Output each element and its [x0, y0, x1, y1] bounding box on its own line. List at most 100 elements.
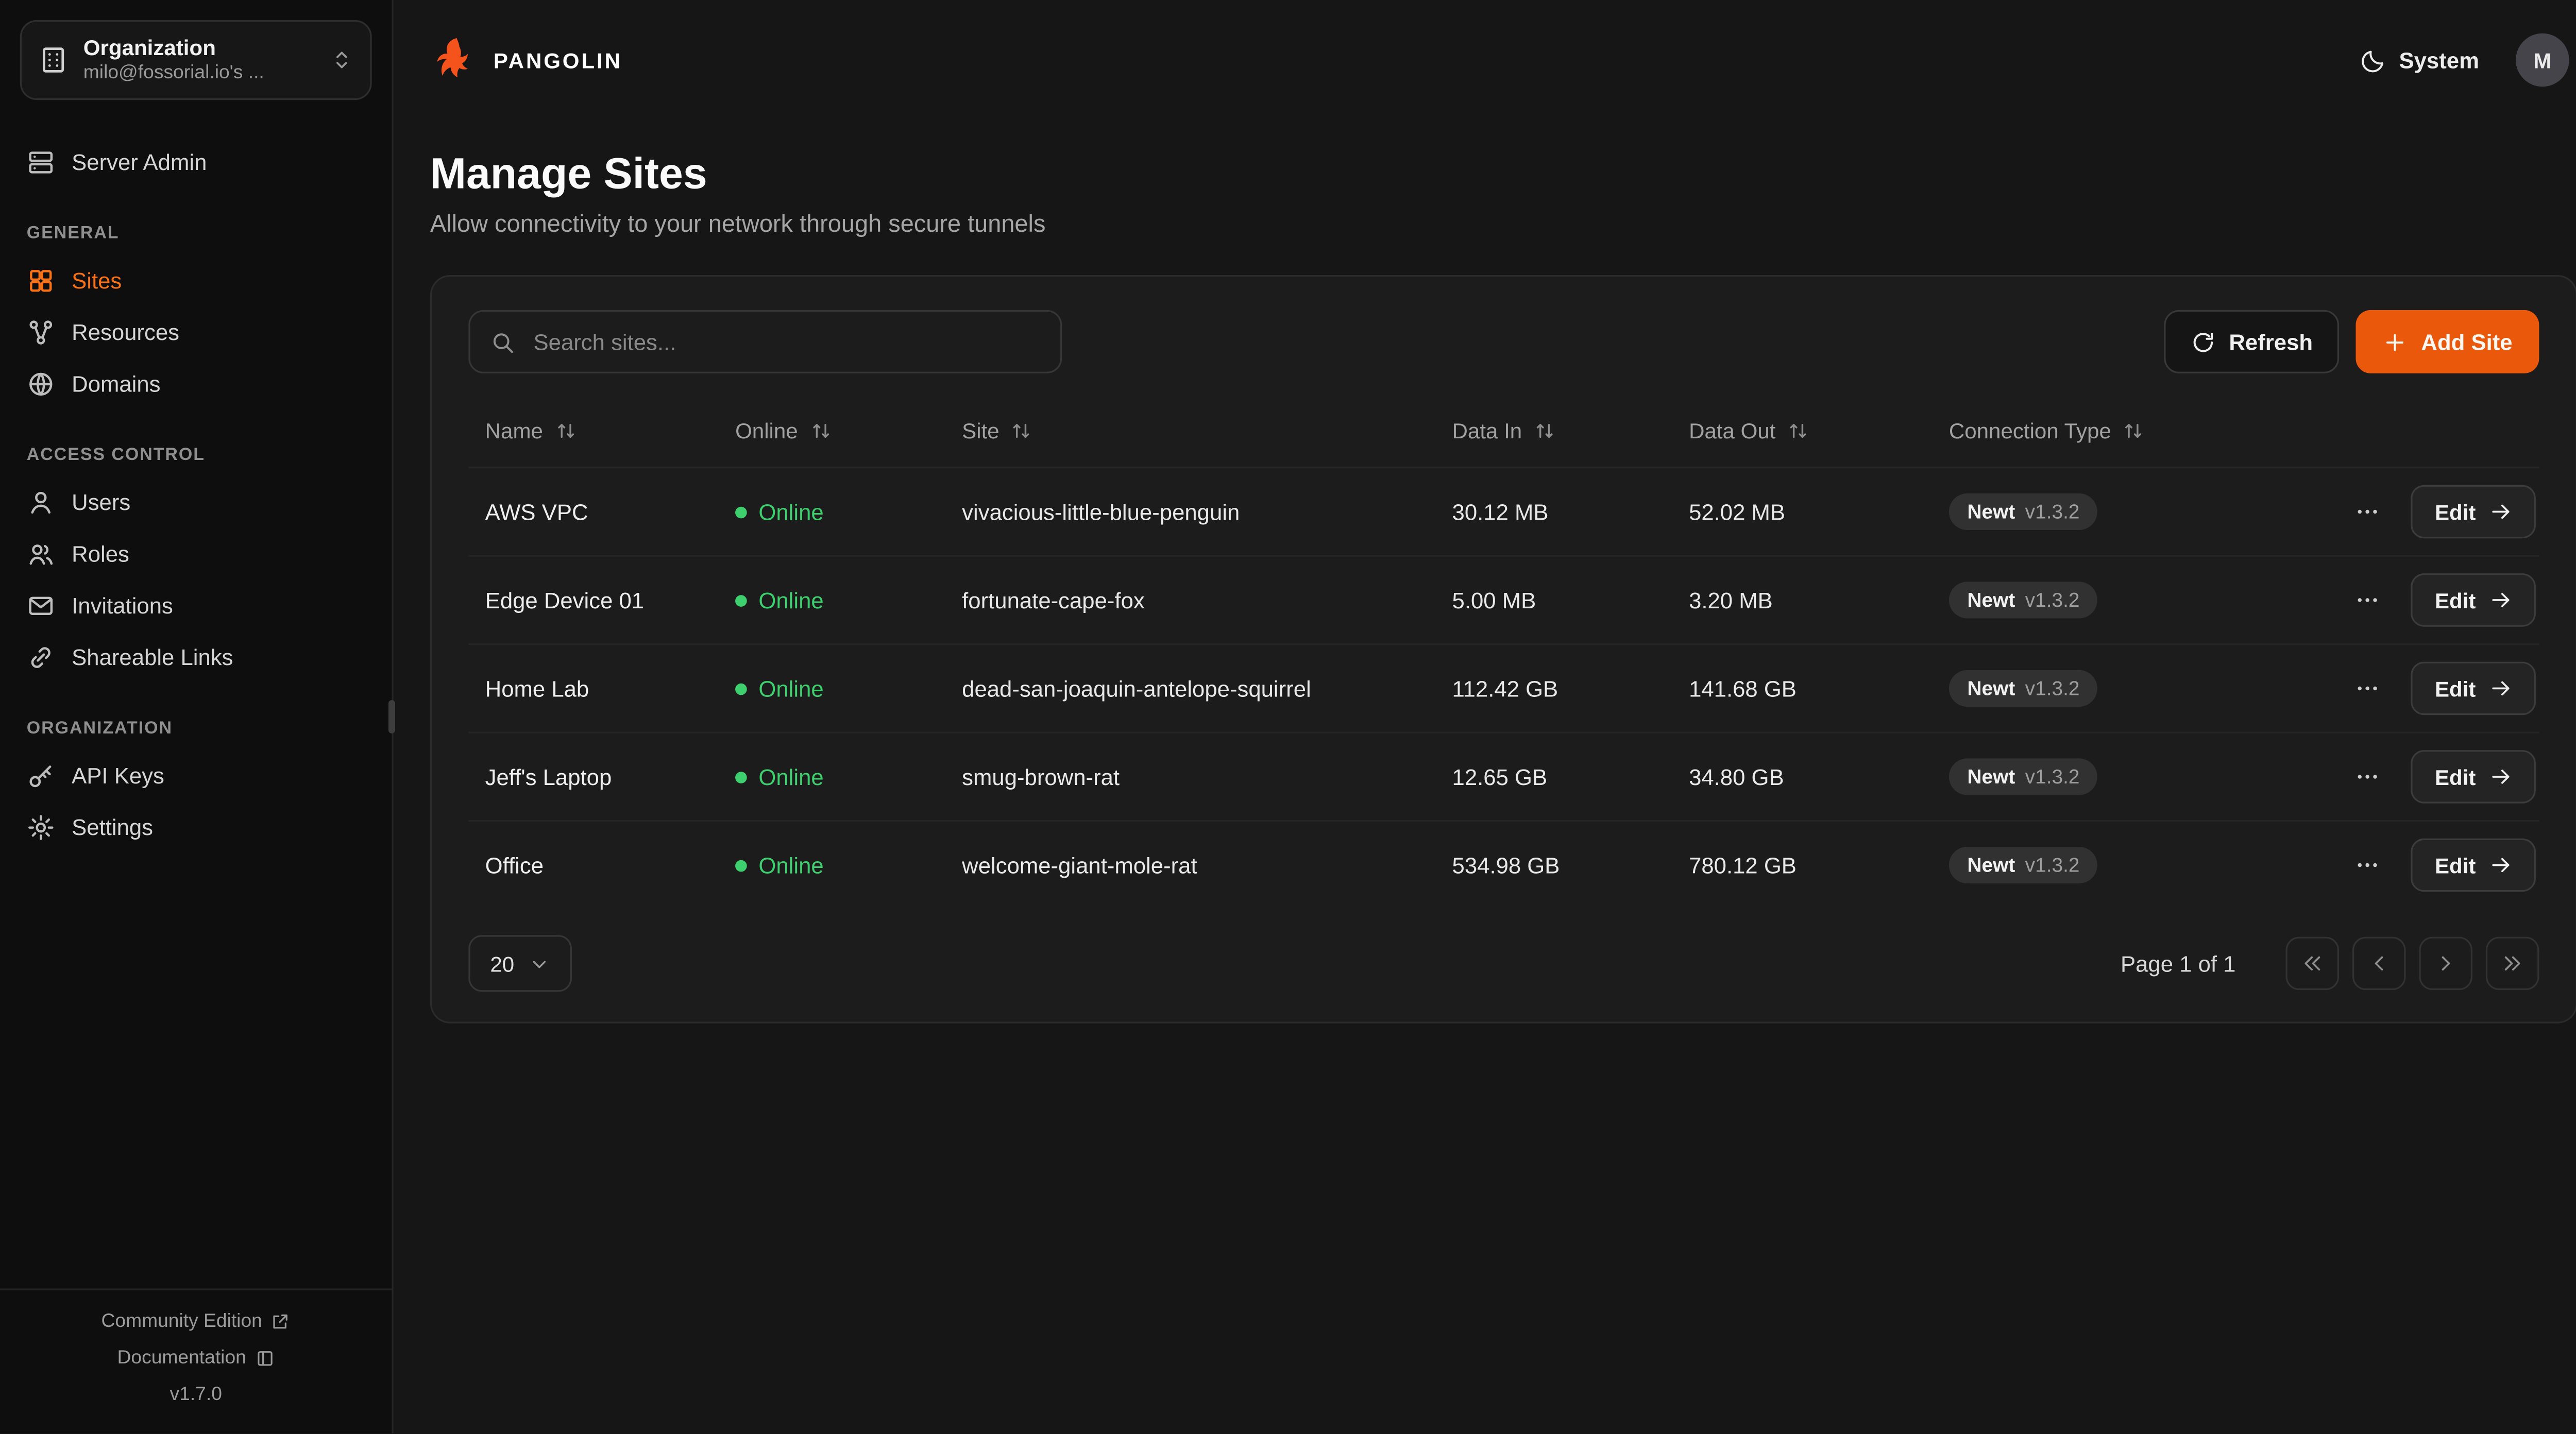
sort-icon[interactable]: [555, 419, 577, 441]
ellipsis-icon: [2355, 587, 2382, 613]
sidebar-item-api-keys[interactable]: API Keys: [27, 750, 365, 801]
data-in-value: 30.12 MB: [1452, 499, 1549, 524]
edit-button[interactable]: Edit: [2411, 573, 2536, 627]
edit-button[interactable]: Edit: [2411, 661, 2536, 715]
resources-icon: [27, 318, 55, 347]
site-name: AWS VPC: [485, 499, 588, 524]
shareable-links-icon: [27, 643, 55, 672]
column-header-connection-type[interactable]: Connection Type: [1933, 418, 2349, 442]
sidebar-item-domains[interactable]: Domains: [27, 358, 365, 410]
sidebar-item-users[interactable]: Users: [27, 476, 365, 528]
edit-button[interactable]: Edit: [2411, 485, 2536, 539]
row-menu-button[interactable]: [2351, 848, 2385, 882]
first-page-button[interactable]: [2285, 936, 2340, 991]
next-page-button[interactable]: [2419, 936, 2472, 991]
previous-page-button[interactable]: [2352, 936, 2406, 991]
arrow-right-icon: [2489, 853, 2512, 877]
theme-toggle[interactable]: System: [2361, 47, 2479, 73]
page-size-select[interactable]: 20: [468, 935, 573, 992]
ellipsis-icon: [2355, 763, 2382, 790]
edit-button[interactable]: Edit: [2411, 838, 2536, 892]
online-dot: [735, 860, 747, 872]
sidebar-resize-handle[interactable]: [388, 700, 395, 733]
last-page-button[interactable]: [2485, 936, 2539, 991]
data-out-value: 141.68 GB: [1689, 676, 1797, 701]
search-box: [468, 310, 1062, 373]
table-footer: 20 Page 1 of 1: [468, 935, 2539, 992]
sidebar-item-server-admin[interactable]: Server Admin: [27, 136, 365, 188]
row-menu-button[interactable]: [2351, 760, 2385, 794]
org-title: Organization: [83, 35, 216, 60]
page-content: Manage Sites Allow connectivity to your …: [394, 120, 2576, 1023]
refresh-icon: [2191, 329, 2216, 354]
sort-icon[interactable]: [1534, 419, 1555, 441]
sidebar-item-roles[interactable]: Roles: [27, 528, 365, 580]
data-out-value: 780.12 GB: [1689, 852, 1797, 878]
sort-icon[interactable]: [1787, 419, 1809, 441]
data-in-value: 112.42 GB: [1452, 676, 1558, 701]
pangolin-logo-icon: [430, 35, 480, 85]
sidebar-item-resources[interactable]: Resources: [27, 306, 365, 358]
column-header-site[interactable]: Site: [945, 418, 1435, 442]
column-header-name[interactable]: Name: [468, 418, 718, 442]
data-out-value: 34.80 GB: [1689, 764, 1784, 790]
sidebar-footer: Community Edition Documentation v1.7.0: [0, 1288, 392, 1433]
community-edition-link[interactable]: Community Edition: [13, 1304, 379, 1340]
settings-icon: [27, 813, 55, 842]
ellipsis-icon: [2355, 675, 2382, 702]
site-name: Home Lab: [485, 676, 589, 701]
sort-icon[interactable]: [809, 419, 831, 441]
main-area: PANGOLIN System M Manage Sites Allow con…: [393, 0, 2576, 1433]
row-menu-button[interactable]: [2351, 672, 2385, 705]
add-site-button[interactable]: Add Site: [2356, 310, 2539, 373]
online-status: Online: [735, 677, 824, 702]
avatar[interactable]: M: [2516, 33, 2569, 87]
sites-card: Refresh Add Site Name Online Site Da: [430, 275, 2576, 1023]
column-header-data-in[interactable]: Data In: [1435, 418, 1672, 442]
org-selector[interactable]: Organization milo@fossorial.io's ...: [20, 20, 372, 100]
online-status: Online: [735, 500, 824, 525]
chevron-right-icon: [2434, 952, 2458, 975]
chevron-left-icon: [2367, 952, 2391, 975]
sidebar-section: ACCESS CONTROL Users Roles Invitations S…: [27, 445, 365, 684]
arrow-right-icon: [2489, 500, 2512, 523]
refresh-button[interactable]: Refresh: [2164, 310, 2340, 373]
data-in-value: 12.65 GB: [1452, 764, 1548, 790]
topbar: PANGOLIN System M: [394, 0, 2576, 120]
table-row: AWS VPC Online vivacious-little-blue-pen…: [468, 467, 2539, 555]
domains-icon: [27, 370, 55, 398]
sites-icon: [27, 267, 55, 295]
sidebar-item-shareable-links[interactable]: Shareable Links: [27, 631, 365, 683]
table-toolbar: Refresh Add Site: [468, 310, 2539, 373]
sort-icon[interactable]: [1011, 419, 1032, 441]
sidebar-section-label: ORGANIZATION: [26, 718, 173, 739]
sidebar-section: GENERAL Sites Resources Domains: [27, 224, 365, 410]
site-name: Edge Device 01: [485, 587, 645, 613]
search-input[interactable]: [530, 327, 1041, 356]
brand[interactable]: PANGOLIN: [430, 35, 622, 85]
sidebar-item-settings[interactable]: Settings: [27, 802, 365, 853]
sites-table: Name Online Site Data In Data Out Connec…: [468, 394, 2539, 909]
sidebar-sections: GENERAL Sites Resources Domains ACCESS C…: [27, 224, 365, 853]
online-dot: [735, 683, 747, 695]
sidebar-item-invitations[interactable]: Invitations: [27, 580, 365, 631]
roles-icon: [27, 540, 55, 568]
edit-button[interactable]: Edit: [2411, 750, 2536, 804]
org-subtitle: milo@fossorial.io's ...: [83, 63, 264, 83]
row-menu-button[interactable]: [2351, 584, 2385, 617]
site-slug: smug-brown-rat: [962, 764, 1120, 790]
sort-icon[interactable]: [2123, 419, 2145, 441]
table-header-row: Name Online Site Data In Data Out Connec…: [468, 394, 2539, 467]
sidebar-item-sites[interactable]: Sites: [27, 255, 365, 306]
sidebar-section: ORGANIZATION API Keys Settings: [27, 719, 365, 853]
row-menu-button[interactable]: [2351, 495, 2385, 528]
connection-type-badge: Newt v1.3.2: [1948, 758, 2098, 795]
column-header-data-out[interactable]: Data Out: [1672, 418, 1933, 442]
column-header-online[interactable]: Online: [719, 418, 945, 442]
connection-type-badge: Newt v1.3.2: [1948, 582, 2098, 619]
documentation-link[interactable]: Documentation: [13, 1340, 379, 1377]
online-dot: [735, 595, 747, 607]
page-indicator: Page 1 of 1: [2120, 951, 2236, 976]
site-name: Office: [485, 852, 544, 878]
table-row: Office Online welcome-giant-mole-rat 534…: [468, 820, 2539, 909]
